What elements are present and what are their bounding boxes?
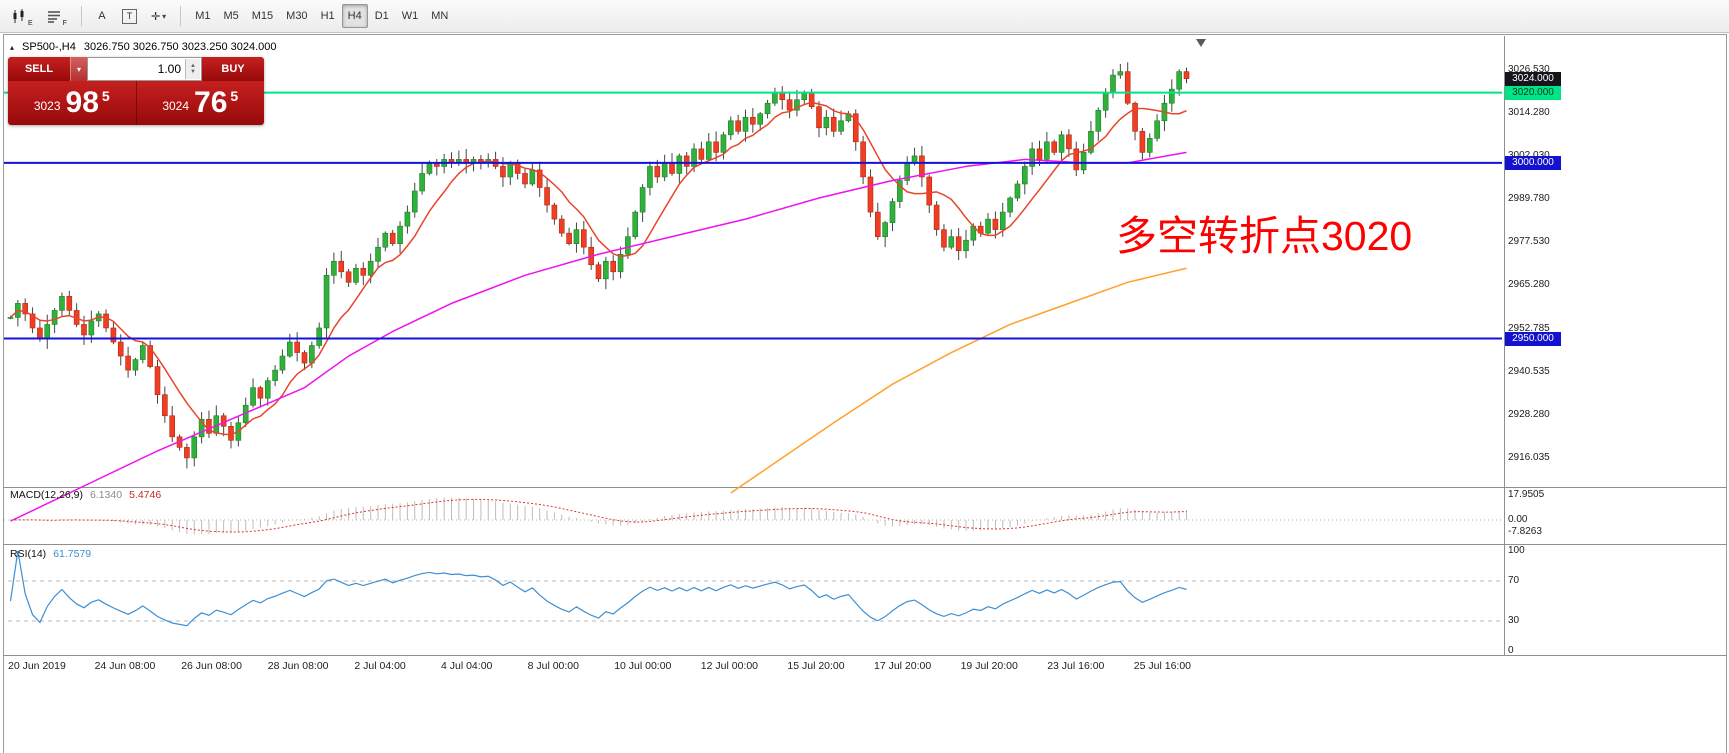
timeframe-toolbar: M1 M5 M15 M30 H1 H4 D1 W1 MN [189,4,454,28]
volume-input[interactable] [88,58,201,80]
ask-price[interactable]: 3024 76 5 [135,81,265,125]
timeframe-button-m15[interactable]: M15 [246,4,279,28]
ask-big-digits: 76 [194,86,228,119]
ma-fast-line [9,101,1187,436]
timeframe-button-d1[interactable]: D1 [369,4,395,28]
macd-layer [4,497,1502,535]
macd-signal-line [10,498,1187,533]
volume-field: ▲▼ [87,57,202,81]
timeframe-button-mn[interactable]: MN [425,4,454,28]
text-box-tool-icon[interactable]: T [116,4,143,28]
rsi-layer [8,550,1502,627]
moving-averages-layer [9,101,1187,522]
main-toolbar: E F A T ✛ ▾ M1 M5 M15 M30 H1 H4 D1 W1 MN [0,0,1729,33]
chart-shift-marker-icon [1196,39,1206,47]
sell-button[interactable]: SELL [8,57,70,81]
candlestick-glyph [13,8,24,23]
bid-prefix: 3023 [33,99,61,113]
ma-mid-line [10,151,1187,522]
timeframe-button-h4[interactable]: H4 [341,4,368,28]
levels-glyph [47,10,60,23]
timeframe-button-m5[interactable]: M5 [217,4,244,28]
toolbar-separator [80,6,82,26]
bid-superscript: 5 [101,88,110,104]
timeframe-button-m30[interactable]: M30 [280,4,313,28]
bid-big-digits: 98 [65,86,99,119]
crosshair-tool-icon[interactable]: ✛ ▾ [145,4,172,28]
one-click-trading-panel: SELL ▾ ▲▼ BUY 3023 98 5 3024 76 5 [8,57,264,125]
spinner-up-icon[interactable]: ▲ [190,63,196,69]
chevron-down-icon: ▾ [162,11,167,21]
rsi-line [9,550,1187,627]
ma-slow-line [730,267,1187,494]
bid-ask-row: 3023 98 5 3024 76 5 [8,81,264,125]
toolbar-separator [180,6,182,26]
panel-borders [3,34,1727,753]
spinner-down-icon[interactable]: ▼ [190,69,196,75]
market-levels-icon[interactable]: F [41,4,73,28]
order-options-dropdown[interactable]: ▾ [70,57,87,81]
timeframe-button-h1[interactable]: H1 [315,4,341,28]
ask-prefix: 3024 [162,99,190,113]
timeframe-button-w1[interactable]: W1 [396,4,425,28]
trade-controls-row: SELL ▾ ▲▼ BUY [8,57,264,81]
chart-type-icon[interactable]: E [6,4,39,28]
crosshair-glyph: ✛ [150,10,161,23]
ask-superscript: 5 [230,88,239,104]
buy-button[interactable]: BUY [202,57,264,81]
bid-price[interactable]: 3023 98 5 [8,81,136,125]
boxed-t-glyph: T [121,8,137,24]
timeframe-button-m1[interactable]: M1 [189,4,216,28]
volume-spinner[interactable]: ▲ ▼ [185,59,200,79]
levels-icon-subscript: F [62,20,67,27]
text-label-tool-icon[interactable]: A [90,4,114,28]
chart-icon-subscript: E [28,20,33,27]
